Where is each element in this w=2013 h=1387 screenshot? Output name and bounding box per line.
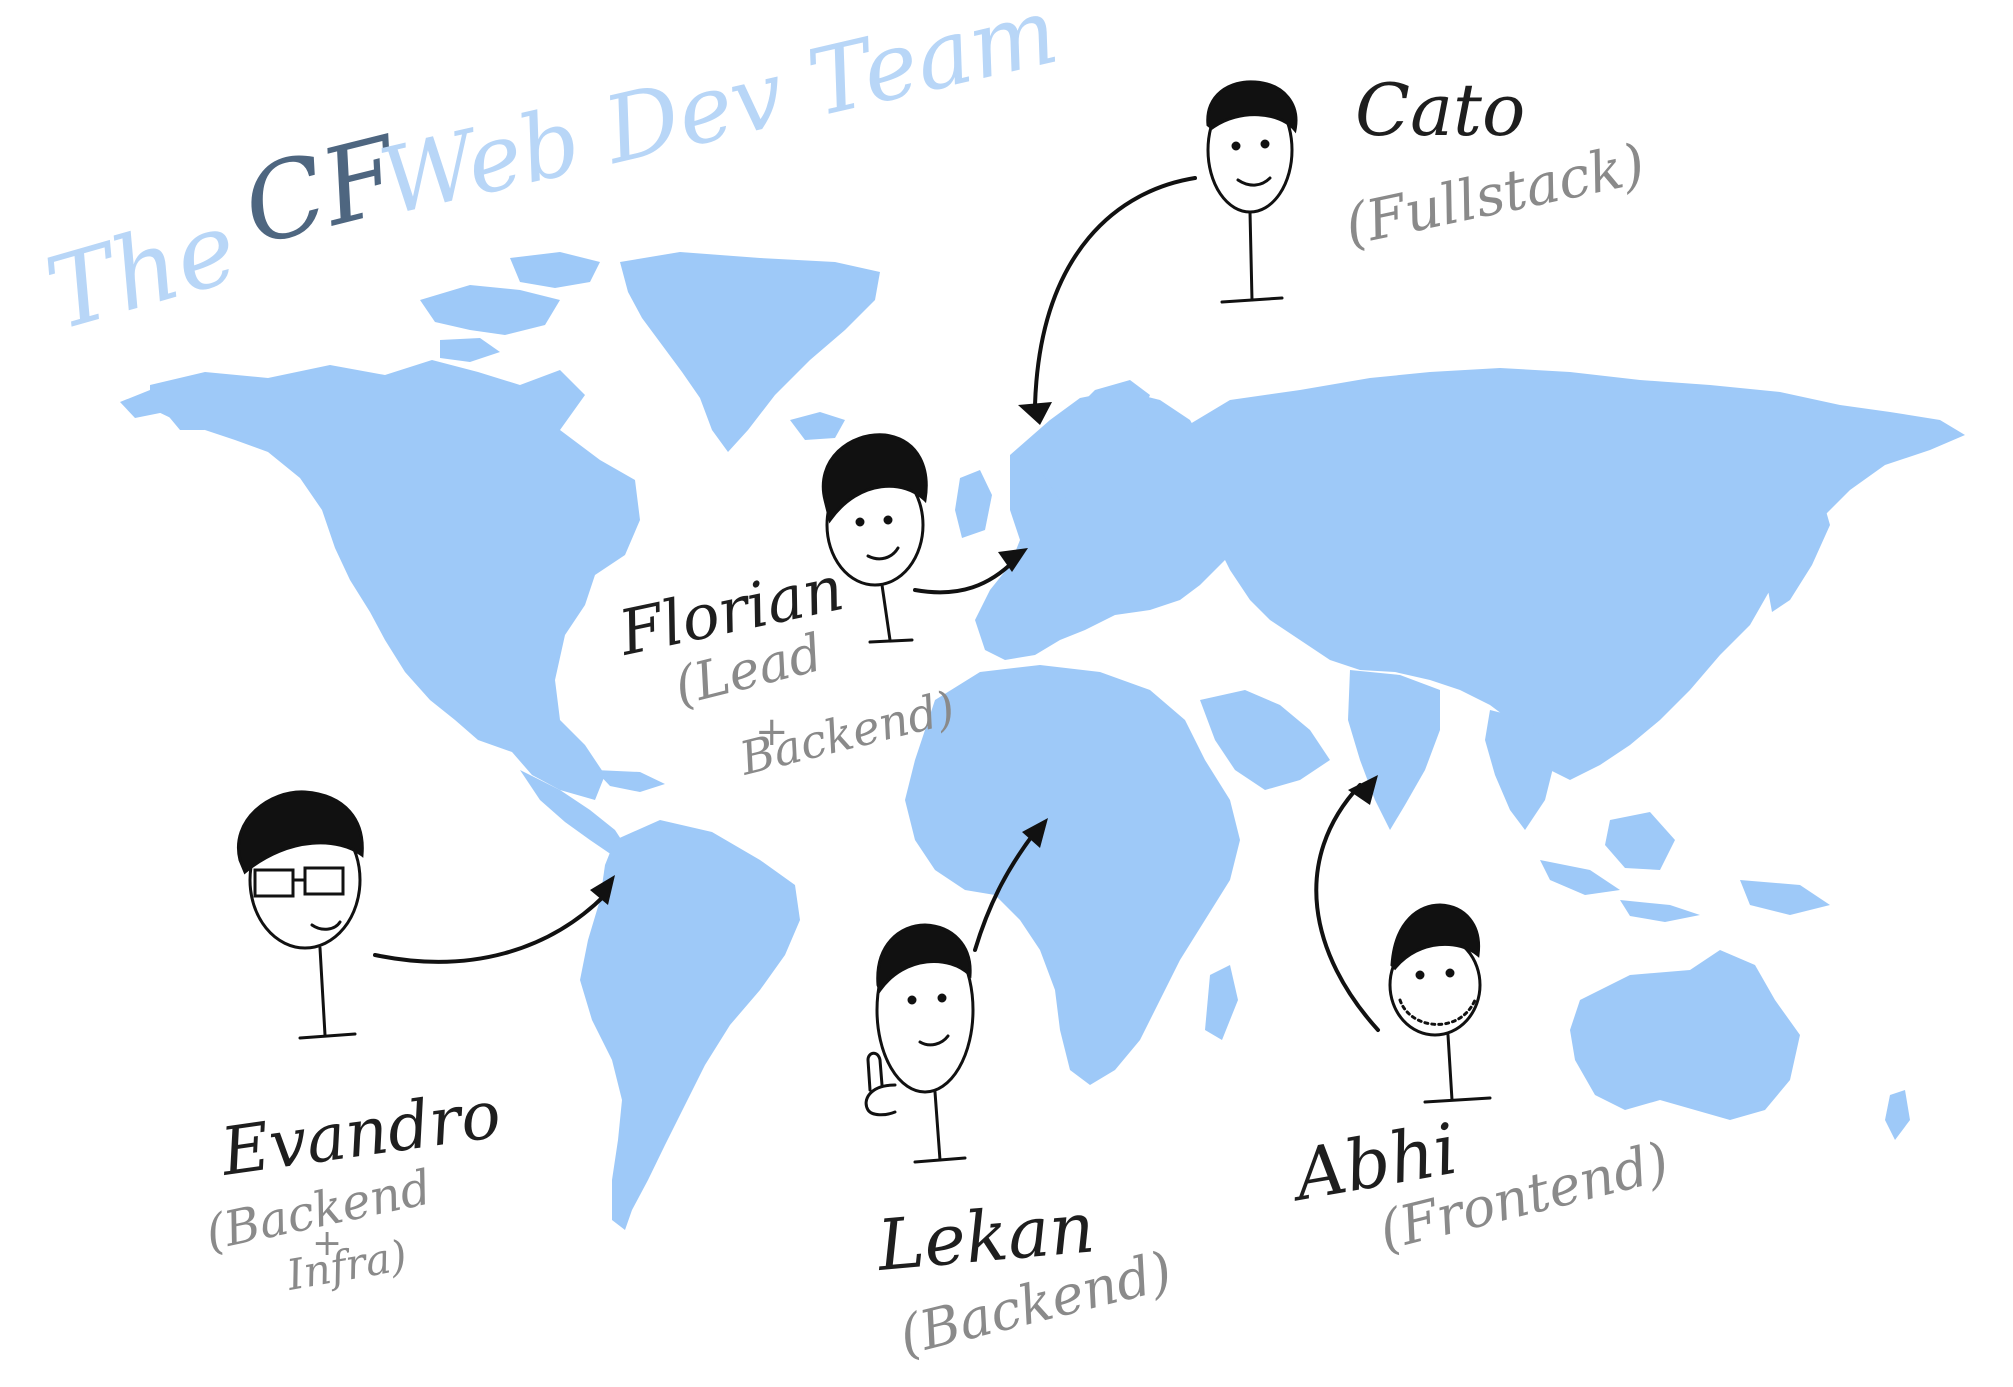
name-cato: Cato <box>1355 68 1525 152</box>
evandro-glasses-left <box>253 868 295 898</box>
abhi-hair <box>1390 903 1481 971</box>
lekan-hair <box>876 923 972 994</box>
cato-body <box>1248 210 1254 302</box>
person-lekan-figure <box>864 923 975 1164</box>
role-florian-line2: + <box>755 709 789 755</box>
arrow-evandro-line <box>373 893 607 964</box>
arrow-cato-line <box>1033 176 1197 407</box>
landmass-central-america <box>520 770 628 855</box>
person-cato-figure <box>1206 80 1298 304</box>
name-lekan: Lekan <box>872 1186 1097 1287</box>
landmass-asia <box>1180 368 1965 780</box>
florian-mouth <box>866 546 900 561</box>
landmass-south-america <box>580 820 800 1230</box>
landmass-arctic-islands-1 <box>420 285 560 335</box>
cato-eye-left <box>1231 141 1241 151</box>
people <box>237 80 1492 1164</box>
landmass-indonesia-2 <box>1620 900 1700 922</box>
arrowhead-florian <box>998 548 1028 572</box>
title-part-web-dev-team: Web Dev Team <box>371 0 1067 236</box>
arrowhead-abhi <box>1348 775 1378 805</box>
landmass-madagascar <box>1205 965 1238 1040</box>
landmass-greenland <box>620 252 880 452</box>
abhi-eye-left <box>1415 970 1425 980</box>
evandro-feet <box>298 1032 357 1040</box>
landmass-new-zealand <box>1885 1090 1910 1140</box>
arrowhead-cato <box>1018 402 1052 425</box>
evandro-glasses-right <box>303 866 345 896</box>
arrow-abhi-line <box>1314 783 1380 1032</box>
landmass-indonesia-1 <box>1540 860 1620 895</box>
arrow-florian-line <box>913 558 1017 595</box>
evandro-body <box>318 946 327 1037</box>
cato-eye-right <box>1260 139 1270 149</box>
landmass-new-guinea <box>1740 880 1830 915</box>
arrowhead-evandro <box>590 875 615 905</box>
cato-feet <box>1220 296 1284 304</box>
arrows <box>373 176 1380 1032</box>
abhi-feet <box>1423 1096 1492 1104</box>
florian-eye-left <box>855 517 865 527</box>
florian-eye-right <box>883 515 893 525</box>
landmass-arabia <box>1200 690 1330 790</box>
arrowheads <box>590 402 1378 905</box>
landmass-japan <box>1768 490 1830 612</box>
world-map <box>120 252 1965 1230</box>
person-evandro-figure <box>237 790 364 1040</box>
lekan-body <box>933 1090 942 1162</box>
title-part-the: The <box>34 188 249 353</box>
evandro-hair <box>237 790 364 875</box>
landmass-scandinavia <box>1040 380 1150 500</box>
abhi-body <box>1446 1033 1454 1102</box>
cato-hair <box>1206 80 1298 134</box>
evandro-mouth <box>310 920 342 931</box>
florian-body <box>880 583 892 642</box>
landmass-north-america <box>150 360 640 800</box>
lekan-eye-left <box>907 995 917 1005</box>
landmass-great-britain <box>955 470 992 538</box>
florian-hair <box>821 433 928 524</box>
lekan-mouth <box>918 1034 950 1047</box>
arrow-lekan-line <box>973 830 1037 952</box>
role-evandro-line2: + <box>312 1223 342 1264</box>
landmass-india <box>1348 670 1440 830</box>
cato-mouth <box>1236 176 1272 187</box>
landmass-iceland <box>790 412 845 440</box>
person-abhi-figure <box>1388 903 1492 1104</box>
abhi-eye-right <box>1445 968 1455 978</box>
landmass-australia <box>1570 950 1800 1120</box>
labels: Cato (Fullstack) Florian (Lead + Backend… <box>201 68 1675 1368</box>
landmass-europe <box>975 390 1240 660</box>
landmass-arctic-islands-3 <box>440 338 500 362</box>
lekan-thumbs-up <box>864 1051 897 1117</box>
landmass-alaska <box>120 390 205 430</box>
lekan-feet <box>913 1156 967 1164</box>
landmass-borneo <box>1605 812 1675 870</box>
landmass-southeast-asia <box>1485 710 1555 830</box>
lekan-eye-right <box>937 993 947 1003</box>
landmass-africa <box>905 665 1240 1085</box>
arrowhead-lekan <box>1022 818 1048 848</box>
landmass-arctic-islands-2 <box>510 252 600 288</box>
abhi-beard <box>1398 998 1477 1026</box>
person-florian-figure <box>821 433 928 644</box>
landmass-caribbean <box>595 770 665 792</box>
florian-feet <box>868 638 914 644</box>
